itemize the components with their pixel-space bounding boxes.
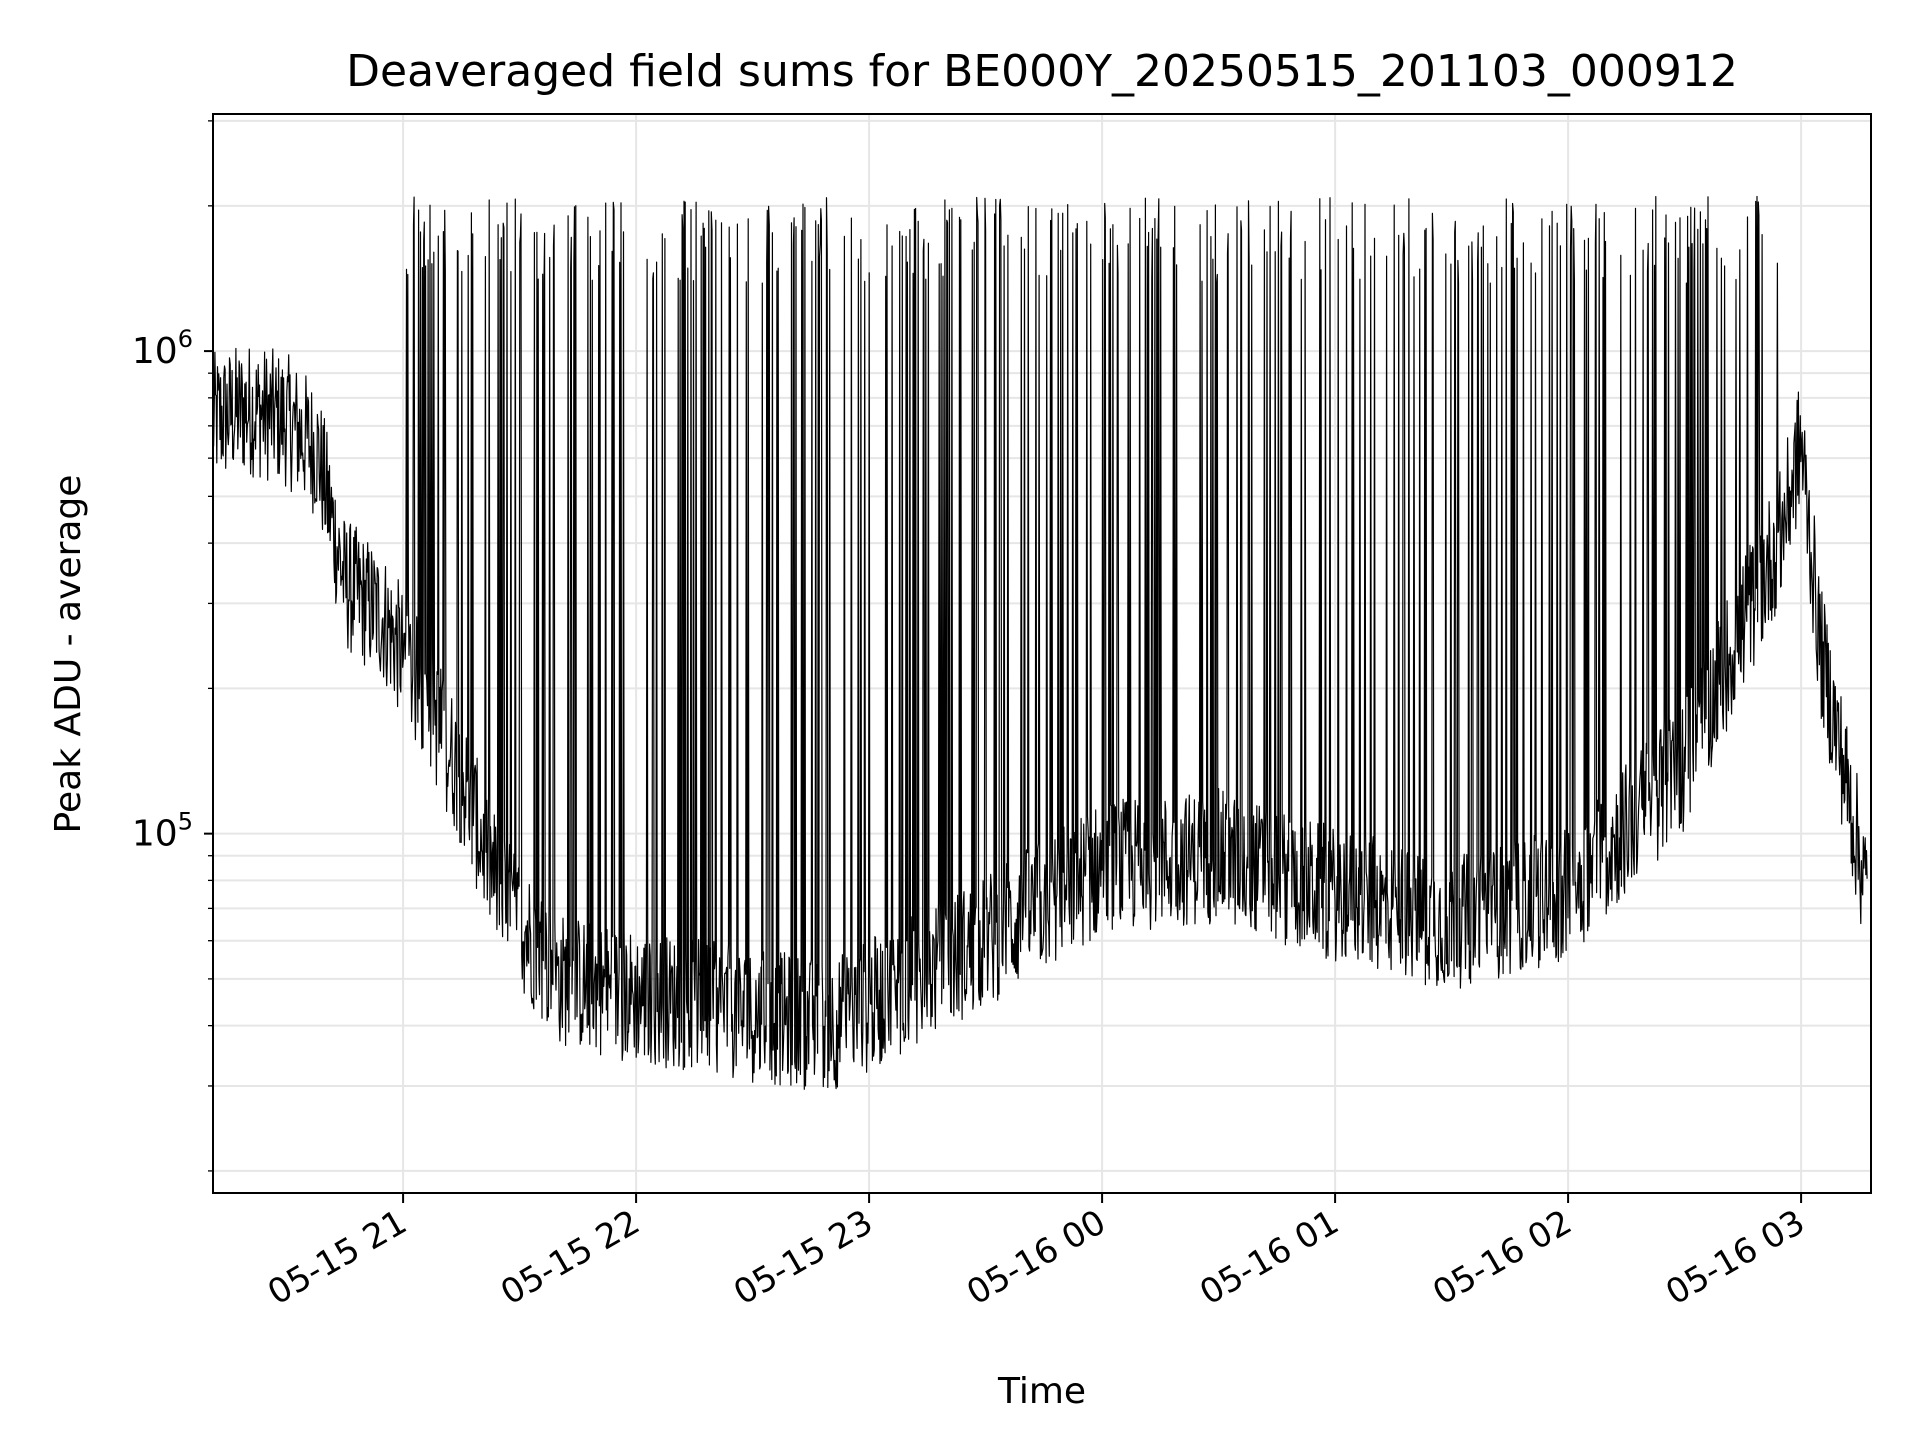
y-axis-label: Peak ADU - average [48, 475, 89, 834]
y-tick-label: 106 [132, 325, 193, 372]
plot-frame [212, 113, 1872, 1194]
series-line [212, 195, 1868, 1090]
y-tick-label: 105 [132, 808, 193, 855]
x-axis-label: Time [997, 1371, 1086, 1412]
chart-title: Deaveraged field sums for BE000Y_2025051… [346, 46, 1738, 97]
